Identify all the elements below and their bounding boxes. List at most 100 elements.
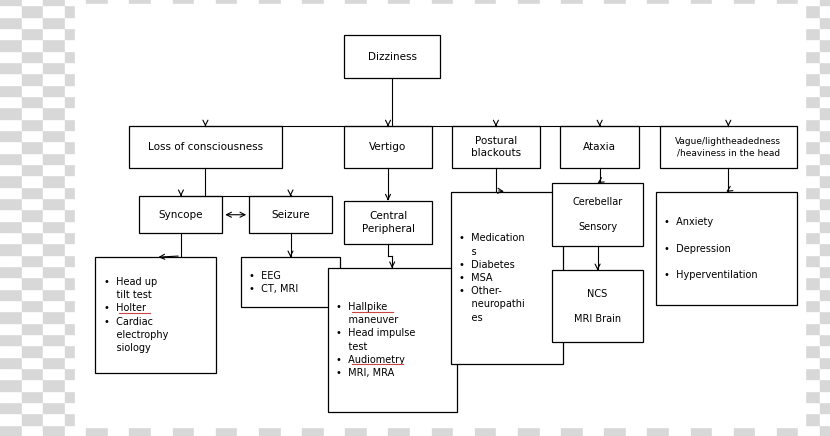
Bar: [691, 39, 712, 51]
Bar: [86, 345, 108, 357]
Bar: [647, 345, 669, 357]
Bar: [712, 289, 734, 300]
Bar: [151, 277, 173, 289]
Bar: [281, 357, 302, 368]
Bar: [561, 255, 583, 266]
Bar: [324, 28, 345, 39]
Bar: [540, 175, 561, 187]
Bar: [345, 255, 367, 266]
Bar: [86, 130, 108, 141]
Bar: [798, 277, 820, 289]
Bar: [194, 243, 216, 255]
Bar: [129, 96, 151, 107]
Bar: [108, 51, 129, 62]
Bar: [388, 51, 410, 62]
Bar: [410, 28, 432, 39]
Bar: [712, 255, 734, 266]
Bar: [108, 96, 129, 107]
Bar: [302, 187, 324, 198]
Bar: [820, 107, 830, 119]
Bar: [345, 425, 367, 436]
Text: NCS

MRI Brain: NCS MRI Brain: [574, 289, 621, 324]
Bar: [22, 107, 43, 119]
Bar: [798, 164, 820, 175]
Bar: [237, 391, 259, 402]
Bar: [281, 17, 302, 28]
Bar: [561, 232, 583, 243]
Bar: [647, 413, 669, 425]
Bar: [777, 368, 798, 379]
Bar: [626, 119, 647, 130]
Bar: [151, 85, 173, 96]
Bar: [43, 17, 65, 28]
Bar: [345, 266, 367, 277]
Bar: [194, 141, 216, 153]
Bar: [734, 175, 755, 187]
Bar: [410, 334, 432, 345]
Bar: [647, 357, 669, 368]
Bar: [647, 402, 669, 413]
Bar: [669, 130, 691, 141]
Bar: [367, 153, 388, 164]
Bar: [194, 209, 216, 221]
Bar: [583, 175, 604, 187]
Bar: [259, 96, 281, 107]
Bar: [820, 243, 830, 255]
Bar: [453, 300, 475, 311]
Bar: [669, 175, 691, 187]
Bar: [108, 323, 129, 334]
Bar: [173, 425, 194, 436]
Bar: [237, 17, 259, 28]
Bar: [194, 28, 216, 39]
Bar: [86, 425, 108, 436]
Bar: [367, 425, 388, 436]
Bar: [237, 119, 259, 130]
Bar: [518, 266, 540, 277]
Bar: [65, 51, 86, 62]
Bar: [367, 39, 388, 51]
Bar: [22, 323, 43, 334]
Bar: [388, 243, 410, 255]
Bar: [518, 73, 540, 85]
Bar: [388, 39, 410, 51]
Bar: [583, 85, 604, 96]
Bar: [518, 379, 540, 391]
Bar: [324, 164, 345, 175]
Bar: [388, 85, 410, 96]
Bar: [777, 164, 798, 175]
Bar: [259, 266, 281, 277]
Bar: [518, 85, 540, 96]
Bar: [626, 289, 647, 300]
Bar: [129, 85, 151, 96]
Bar: [0, 266, 22, 277]
Bar: [302, 311, 324, 323]
Bar: [324, 300, 345, 311]
Bar: [129, 175, 151, 187]
Bar: [281, 187, 302, 198]
Bar: [281, 391, 302, 402]
Bar: [777, 357, 798, 368]
Bar: [86, 187, 108, 198]
Bar: [798, 198, 820, 209]
Bar: [173, 368, 194, 379]
Bar: [647, 62, 669, 73]
Bar: [712, 311, 734, 323]
Bar: [65, 141, 86, 153]
Bar: [604, 345, 626, 357]
Bar: [540, 107, 561, 119]
Bar: [755, 357, 777, 368]
Bar: [798, 300, 820, 311]
Bar: [129, 141, 151, 153]
Bar: [475, 221, 496, 232]
Bar: [86, 17, 108, 28]
Bar: [22, 232, 43, 243]
Bar: [820, 277, 830, 289]
Bar: [712, 107, 734, 119]
Bar: [691, 85, 712, 96]
Bar: [367, 266, 388, 277]
Text: Cerebellar

Sensory: Cerebellar Sensory: [573, 198, 622, 232]
Bar: [755, 28, 777, 39]
Bar: [367, 5, 388, 17]
Bar: [669, 311, 691, 323]
Bar: [259, 221, 281, 232]
